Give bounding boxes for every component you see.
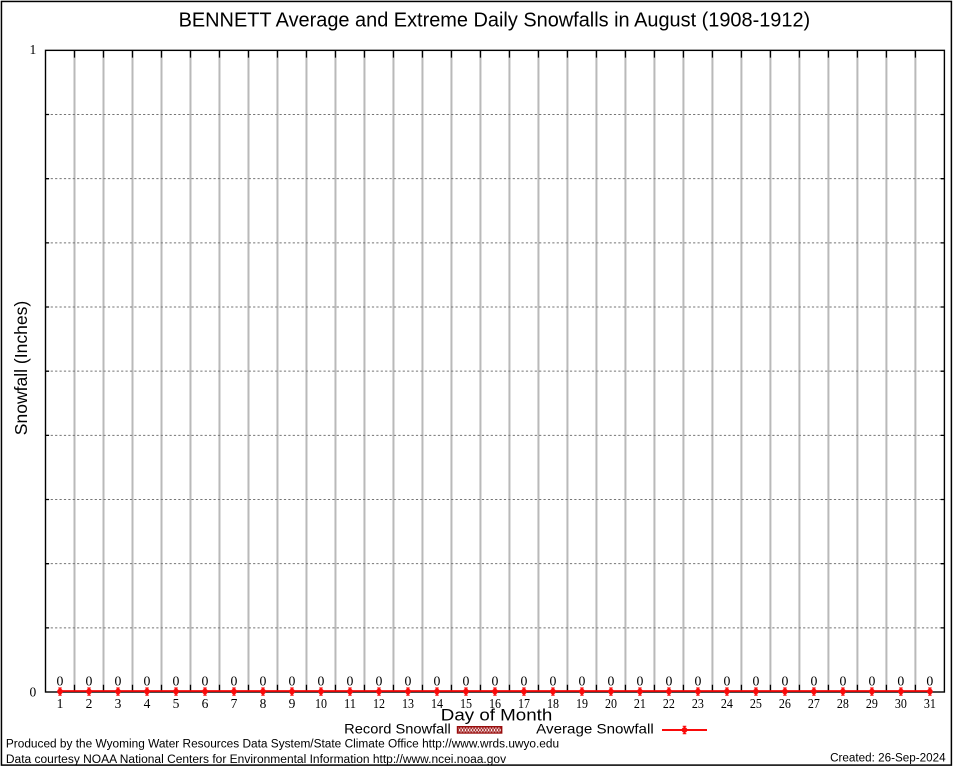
svg-text:0: 0 (897, 674, 904, 689)
svg-text:Snowfall (Inches): Snowfall (Inches) (11, 301, 31, 436)
svg-text:Created: 26-Sep-2024: Created: 26-Sep-2024 (830, 752, 946, 764)
svg-text:18: 18 (547, 696, 559, 711)
svg-text:0: 0 (463, 674, 470, 689)
svg-text:0: 0 (607, 674, 614, 689)
svg-text:BENNETT Average and Extreme Da: BENNETT Average and Extreme Daily Snowfa… (179, 9, 811, 31)
svg-text:30: 30 (895, 696, 907, 711)
svg-text:15: 15 (460, 696, 472, 711)
svg-text:3: 3 (115, 696, 122, 711)
svg-text:0: 0 (115, 674, 122, 689)
svg-text:0: 0 (202, 674, 209, 689)
svg-text:27: 27 (808, 696, 820, 711)
svg-text:0: 0 (347, 674, 354, 689)
svg-text:6: 6 (202, 696, 209, 711)
svg-text:0: 0 (144, 674, 151, 689)
svg-text:24: 24 (721, 696, 733, 711)
svg-text:0: 0 (578, 674, 585, 689)
svg-text:16: 16 (489, 696, 501, 711)
svg-text:Produced by the Wyoming Water: Produced by the Wyoming Water Resources … (6, 739, 559, 751)
svg-text:Record Snowfall: Record Snowfall (344, 721, 451, 736)
svg-text:26: 26 (779, 696, 791, 711)
svg-text:0: 0 (665, 674, 672, 689)
svg-text:8: 8 (260, 696, 267, 711)
svg-text:28: 28 (837, 696, 849, 711)
svg-text:31: 31 (924, 696, 936, 711)
svg-text:2: 2 (86, 696, 93, 711)
svg-text:0: 0 (376, 674, 383, 689)
svg-text:0: 0 (723, 674, 730, 689)
svg-text:0: 0 (289, 674, 296, 689)
svg-text:0: 0 (810, 674, 817, 689)
svg-text:12: 12 (373, 696, 385, 711)
svg-text:20: 20 (605, 696, 617, 711)
svg-text:0: 0 (173, 674, 180, 689)
svg-text:22: 22 (663, 696, 675, 711)
svg-text:0: 0 (405, 674, 412, 689)
svg-text:0: 0 (29, 685, 36, 700)
svg-text:14: 14 (431, 696, 443, 711)
svg-text:0: 0 (926, 674, 933, 689)
svg-text:0: 0 (549, 674, 556, 689)
svg-text:0: 0 (636, 674, 643, 689)
svg-text:7: 7 (231, 696, 238, 711)
svg-text:0: 0 (318, 674, 325, 689)
svg-text:29: 29 (866, 696, 878, 711)
svg-text:1: 1 (29, 42, 36, 57)
svg-text:Data courtesy NOAA National Ce: Data courtesy NOAA National Centers for … (6, 754, 506, 766)
svg-text:17: 17 (518, 696, 530, 711)
svg-text:0: 0 (231, 674, 238, 689)
svg-text:Day of Month: Day of Month (441, 706, 553, 724)
svg-text:0: 0 (868, 674, 875, 689)
svg-text:19: 19 (576, 696, 588, 711)
svg-text:10: 10 (315, 696, 327, 711)
svg-text:Average Snowfall: Average Snowfall (536, 721, 654, 736)
svg-text:25: 25 (750, 696, 762, 711)
svg-text:21: 21 (634, 696, 646, 711)
svg-text:0: 0 (839, 674, 846, 689)
svg-text:0: 0 (57, 674, 64, 689)
svg-text:0: 0 (781, 674, 788, 689)
svg-text:9: 9 (289, 696, 296, 711)
svg-text:23: 23 (692, 696, 704, 711)
svg-text:11: 11 (344, 696, 356, 711)
svg-text:0: 0 (434, 674, 441, 689)
svg-text:4: 4 (144, 696, 151, 711)
svg-text:0: 0 (86, 674, 93, 689)
svg-text:0: 0 (260, 674, 267, 689)
svg-text:0: 0 (521, 674, 528, 689)
svg-text:0: 0 (694, 674, 701, 689)
svg-text:5: 5 (173, 696, 180, 711)
svg-text:0: 0 (492, 674, 499, 689)
svg-text:1: 1 (57, 696, 64, 711)
svg-text:0: 0 (752, 674, 759, 689)
svg-text:13: 13 (402, 696, 414, 711)
